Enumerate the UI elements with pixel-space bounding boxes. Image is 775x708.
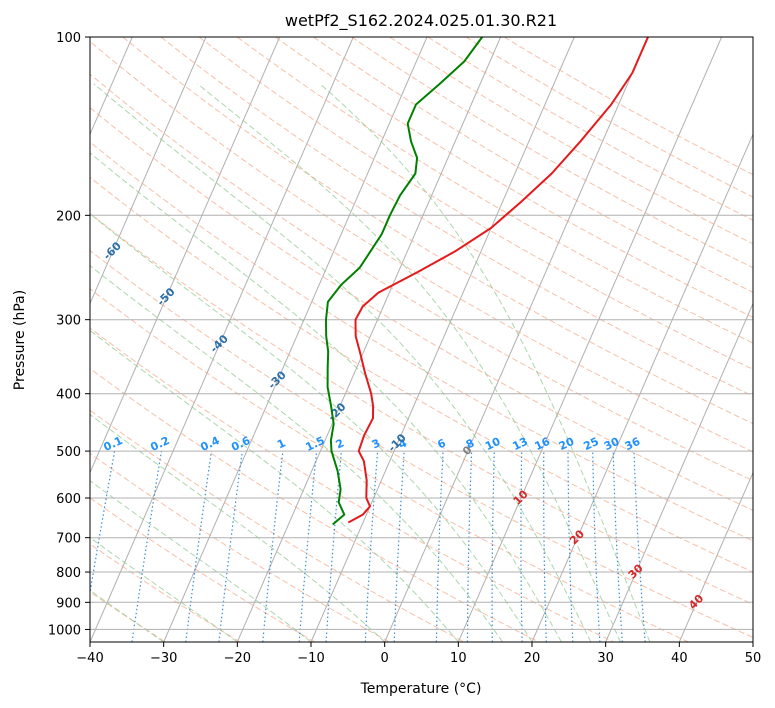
isotherm-line	[236, 37, 502, 642]
dry-adiabat-line	[389, 37, 753, 245]
dry-adiabat-line	[90, 40, 753, 453]
y-tick-label: 300	[56, 314, 81, 329]
isotherm-line	[90, 37, 207, 305]
isotherm-line	[531, 132, 753, 642]
y-tick-label: 600	[56, 492, 81, 507]
dry-adiabat-line	[90, 409, 465, 642]
mixing-ratio-label: 36	[623, 435, 643, 453]
y-tick-label: 200	[56, 209, 81, 224]
plot-frame	[89, 36, 754, 643]
y-tick-label: 900	[56, 596, 81, 611]
y-tick-label: 100	[56, 31, 81, 46]
moist-adiabat-line	[90, 152, 562, 642]
y-tick-label: 1000	[48, 623, 81, 638]
background-lines	[90, 37, 753, 642]
dry-adiabat-line	[198, 37, 753, 370]
y-tick-label: 400	[56, 388, 81, 403]
chart-title: wetPf2_S162.2024.025.01.30.R21	[285, 11, 557, 31]
x-tick-label: −20	[224, 651, 251, 666]
x-tick-label: −40	[76, 651, 103, 666]
x-tick-label: 20	[524, 651, 541, 666]
isotherm-line	[678, 471, 753, 642]
y-axis-label: Pressure (hPa)	[12, 290, 28, 390]
x-tick-label: 50	[745, 651, 762, 666]
x-tick-label: −30	[150, 651, 177, 666]
dry-adiabat-line	[90, 107, 753, 511]
x-tick-label: 10	[450, 651, 467, 666]
mixing-ratio-line	[262, 451, 284, 642]
mixing-ratio-label: 25	[582, 435, 601, 453]
x-tick-label: 0	[381, 651, 389, 666]
dry-adiabat-line	[122, 37, 753, 425]
x-axis-label: Temperature (°C)	[360, 681, 482, 697]
mixing-ratio-label: 30	[602, 435, 622, 453]
mixing-ratio-line	[185, 451, 213, 642]
dry-adiabat-line	[90, 288, 689, 642]
pressure-grid	[90, 37, 753, 630]
dry-adiabat-line	[90, 176, 753, 573]
isotherm-line	[605, 302, 753, 642]
y-tick-label: 700	[56, 532, 81, 547]
dewpoint-profile	[325, 37, 484, 526]
dry-adiabat-line	[90, 327, 614, 642]
mixing-ratio-line	[325, 451, 342, 642]
isotherm-line	[90, 37, 354, 642]
x-tick-label: 40	[671, 651, 688, 666]
dry-adiabat-line	[465, 37, 753, 198]
dry-adiabat-line	[90, 367, 540, 642]
x-tick-label: 30	[597, 651, 614, 666]
mixing-ratio-label: 13	[511, 435, 530, 453]
mixing-ratio-line	[131, 450, 163, 642]
moist-adiabat-line	[197, 83, 621, 642]
isotherm-line	[384, 37, 649, 642]
y-tick-label: 800	[56, 566, 81, 581]
x-tick-label: −10	[297, 651, 324, 666]
dry-adiabat-line	[90, 497, 315, 642]
moist-adiabat-line	[90, 213, 533, 642]
mixing-ratio-line	[298, 451, 318, 642]
mixing-ratio-label: 10	[483, 435, 503, 453]
y-axis: 100 200 300 400 500 600 700 800 900 1000	[48, 31, 90, 638]
isotherm-line	[163, 37, 428, 642]
moist-adiabat-line	[319, 83, 651, 642]
dry-adiabat-line	[313, 37, 753, 293]
sounding-series	[325, 37, 649, 526]
dry-adiabat-line	[90, 212, 753, 605]
dry-adiabat-line	[275, 37, 753, 318]
dry-adiabat-line	[90, 250, 753, 639]
mixing-ratio-line	[218, 451, 243, 642]
isotherm-line	[310, 37, 575, 642]
isotherm-line	[90, 37, 281, 474]
x-axis: −40 −30 −20 −10 0 10 20 30 40 50	[76, 642, 761, 666]
mixing-ratio-label: 16	[533, 435, 553, 453]
y-tick-label: 500	[56, 445, 81, 460]
moist-adiabat-line	[90, 265, 503, 642]
moist-adiabat-line	[90, 329, 459, 642]
mixing-ratio-label: 20	[557, 435, 577, 453]
moist-adiabat-line	[90, 480, 312, 642]
temperature-profile	[347, 37, 649, 524]
